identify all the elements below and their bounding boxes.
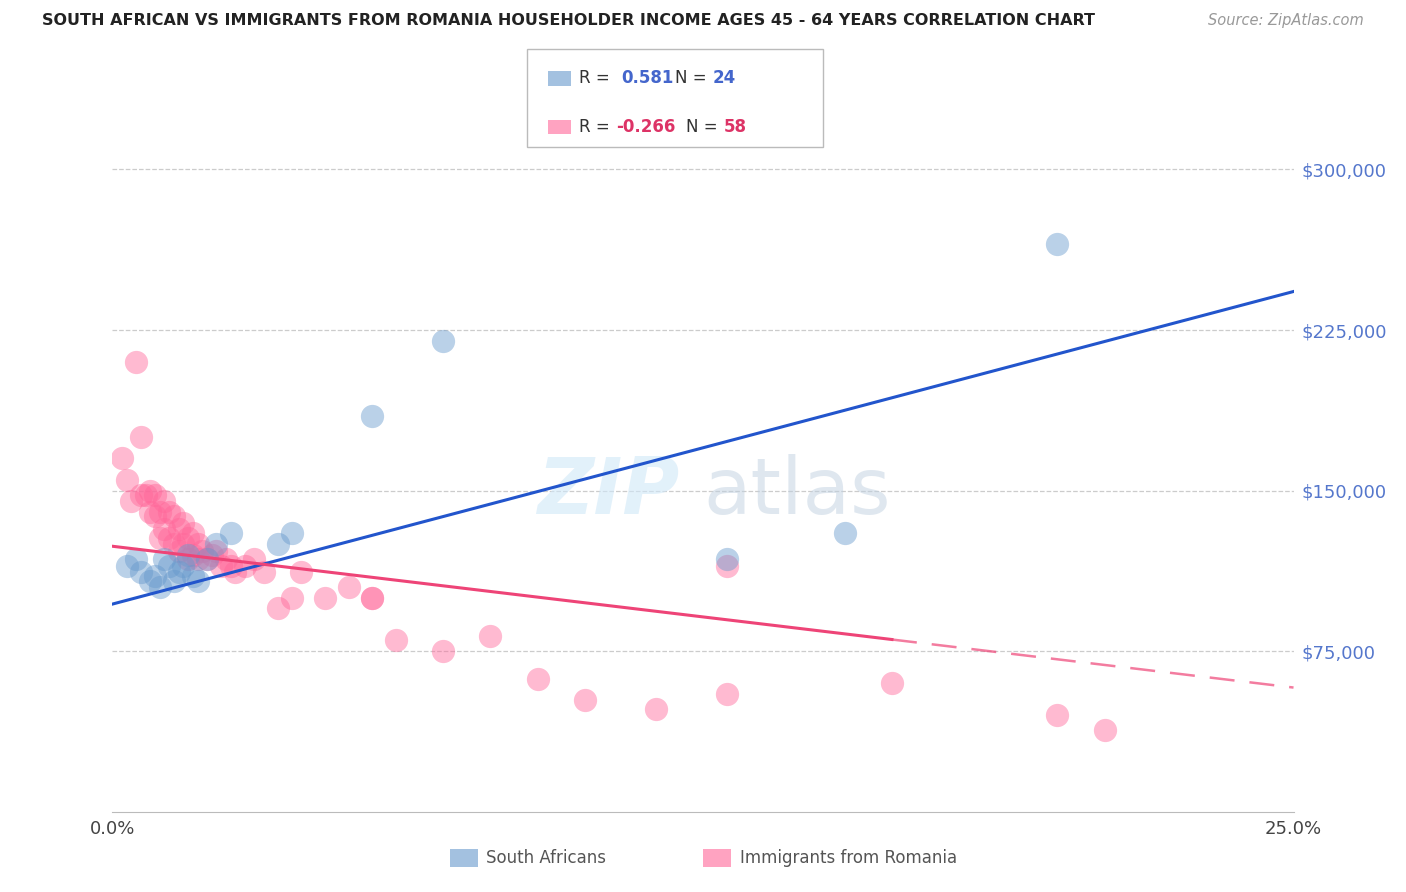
Point — [149, 580, 172, 594]
Point — [139, 483, 162, 498]
Point — [177, 531, 200, 545]
Text: R =: R = — [579, 118, 616, 136]
Text: ZIP: ZIP — [537, 454, 679, 530]
Point — [209, 558, 232, 573]
Point — [157, 558, 180, 573]
Point — [115, 558, 138, 573]
Point — [163, 509, 186, 524]
Point — [337, 580, 360, 594]
Point — [267, 537, 290, 551]
Point — [281, 526, 304, 541]
Point — [361, 591, 384, 605]
Point — [834, 526, 856, 541]
Point — [125, 552, 148, 566]
Point — [253, 565, 276, 579]
Point — [432, 644, 454, 658]
Point — [177, 552, 200, 566]
Point — [149, 531, 172, 545]
Point — [143, 509, 166, 524]
Point — [526, 672, 548, 686]
Point — [167, 565, 190, 579]
Point — [314, 591, 336, 605]
Text: R =: R = — [579, 70, 620, 87]
Point — [163, 574, 186, 588]
Text: South Africans: South Africans — [486, 849, 606, 867]
Point — [157, 531, 180, 545]
Point — [181, 569, 204, 583]
Point — [167, 543, 190, 558]
Text: N =: N = — [686, 118, 723, 136]
Point — [186, 552, 208, 566]
Point — [139, 505, 162, 519]
Point — [181, 526, 204, 541]
Point — [172, 537, 194, 551]
Point — [120, 494, 142, 508]
Point — [880, 676, 903, 690]
Point — [111, 451, 134, 466]
Point — [139, 574, 162, 588]
Point — [129, 488, 152, 502]
Point — [191, 543, 214, 558]
Point — [172, 558, 194, 573]
Point — [143, 569, 166, 583]
Point — [361, 591, 384, 605]
Point — [201, 548, 224, 562]
Point — [385, 633, 408, 648]
Point — [172, 516, 194, 530]
Point — [1046, 708, 1069, 723]
Point — [432, 334, 454, 348]
Text: N =: N = — [675, 70, 711, 87]
Text: Immigrants from Romania: Immigrants from Romania — [740, 849, 956, 867]
Point — [195, 552, 218, 566]
Point — [224, 565, 246, 579]
Point — [290, 565, 312, 579]
Point — [716, 552, 738, 566]
Point — [153, 522, 176, 536]
Text: -0.266: -0.266 — [616, 118, 675, 136]
Point — [195, 552, 218, 566]
Point — [219, 526, 242, 541]
Point — [129, 565, 152, 579]
Point — [233, 558, 256, 573]
Point — [135, 488, 157, 502]
Point — [574, 693, 596, 707]
Point — [163, 537, 186, 551]
Point — [1046, 237, 1069, 252]
Point — [186, 537, 208, 551]
Text: 24: 24 — [713, 70, 737, 87]
Point — [153, 552, 176, 566]
Text: atlas: atlas — [703, 454, 890, 530]
Point — [361, 409, 384, 423]
Text: SOUTH AFRICAN VS IMMIGRANTS FROM ROMANIA HOUSEHOLDER INCOME AGES 45 - 64 YEARS C: SOUTH AFRICAN VS IMMIGRANTS FROM ROMANIA… — [42, 13, 1095, 29]
Point — [143, 488, 166, 502]
Point — [129, 430, 152, 444]
Point — [149, 505, 172, 519]
Point — [1094, 723, 1116, 738]
Point — [157, 505, 180, 519]
Point — [281, 591, 304, 605]
Point — [219, 558, 242, 573]
Text: 58: 58 — [724, 118, 747, 136]
Point — [267, 601, 290, 615]
Point — [205, 543, 228, 558]
Text: 0.581: 0.581 — [621, 70, 673, 87]
Point — [215, 552, 238, 566]
Point — [115, 473, 138, 487]
Point — [181, 548, 204, 562]
Point — [186, 574, 208, 588]
Point — [125, 355, 148, 369]
Point — [153, 494, 176, 508]
Point — [243, 552, 266, 566]
Point — [177, 548, 200, 562]
Point — [205, 537, 228, 551]
Point — [716, 687, 738, 701]
Point — [479, 629, 502, 643]
Point — [167, 522, 190, 536]
Point — [716, 558, 738, 573]
Point — [644, 702, 666, 716]
Text: Source: ZipAtlas.com: Source: ZipAtlas.com — [1208, 13, 1364, 29]
